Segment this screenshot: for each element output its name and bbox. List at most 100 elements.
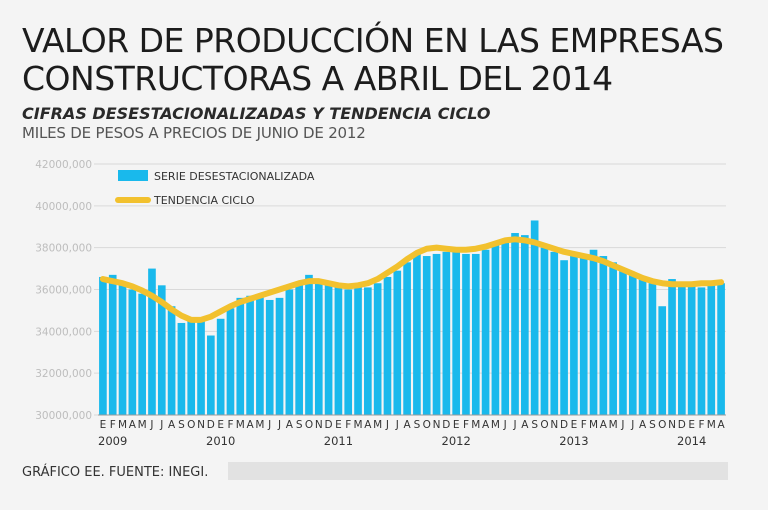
year-label: 2013 [559,434,588,448]
month-label: F [463,419,469,431]
month-label: J [159,419,163,431]
bar [530,220,539,415]
bar [589,249,598,415]
bar [491,243,500,415]
y-tick-label: 30000,000 [35,410,92,422]
month-label: O [187,419,195,431]
month-label: N [197,419,205,431]
month-label: J [620,419,624,431]
bar [609,262,617,415]
month-label: D [560,419,568,431]
legend: SERIE DESESTACIONALIZADA TENDENCIA CICLO [115,170,315,207]
legend-label-bars: SERIE DESESTACIONALIZADA [154,170,315,183]
month-label: N [550,419,558,431]
month-label: F [345,419,351,431]
bar [511,233,519,415]
month-label: E [335,419,342,431]
month-label: F [581,419,587,431]
y-tick-label: 36000,000 [35,285,92,297]
month-label: F [698,419,704,431]
month-label: M [707,419,716,431]
month-label: A [482,419,490,431]
bar [236,297,245,415]
bar [501,239,510,415]
bar [314,281,323,415]
month-label: F [227,419,233,431]
bar [128,289,137,415]
bar [167,306,176,415]
bar [570,256,578,415]
month-label: M [236,419,245,431]
bar [403,262,411,415]
bar [442,251,451,415]
month-label: M [491,419,500,431]
month-label: M [471,419,480,431]
bar [354,287,362,415]
chart-units: MILES DE PESOS A PRECIOS DE JUNIO DE 201… [22,124,366,142]
year-label: 2010 [206,434,235,448]
bar [275,297,284,415]
month-label: J [630,419,634,431]
month-label: M [118,419,127,431]
bar [707,285,716,415]
month-label: J [395,419,399,431]
bar [471,253,480,415]
y-tick-label: 34000,000 [35,326,92,338]
month-label: O [423,419,431,431]
month-label: E [453,419,460,431]
month-label: E [217,419,224,431]
month-label: O [540,419,548,431]
bar [462,253,470,415]
bar [579,253,588,415]
bar [177,322,186,415]
month-label: D [207,419,215,431]
month-label: O [658,419,666,431]
month-label: J [512,419,516,431]
bar [521,235,529,415]
month-label: M [589,419,598,431]
bar [344,289,353,415]
year-label: 2012 [442,434,471,448]
month-label: J [503,419,507,431]
bar [599,256,608,415]
bar [383,276,392,415]
bar-line-chart: 30000,000 32000,000 34000,000 36000,000 3800… [35,159,726,448]
month-label: J [277,419,281,431]
month-label: S [178,419,185,431]
bar [226,308,235,415]
bar [246,295,254,415]
month-label: S [531,419,538,431]
month-label: E [571,419,578,431]
month-label: A [129,419,137,431]
month-label: A [600,419,608,431]
bar [393,270,402,415]
bars-series [99,220,725,415]
year-label: 2014 [677,434,706,448]
month-label: J [149,419,153,431]
bar [148,268,156,415]
bar [481,249,490,415]
month-label: J [267,419,271,431]
month-label: A [521,419,529,431]
trend-series [99,236,725,323]
bar [432,253,441,415]
bar [373,283,382,415]
bar [619,268,627,415]
month-label: S [296,419,303,431]
y-tick-label: 38000,000 [35,243,92,255]
bar [452,251,460,415]
bar [628,274,637,415]
month-label: M [354,419,363,431]
bar [364,287,372,415]
bar [305,274,313,415]
month-label: N [433,419,441,431]
month-label: N [668,419,676,431]
chart-title: VALOR DE PRODUCCIÓN EN LAS EMPRESAS CONS… [22,21,724,98]
bar [717,283,725,415]
bar [285,289,294,415]
month-label: E [100,419,107,431]
y-tick-label: 32000,000 [35,368,92,380]
month-label: A [286,419,294,431]
bar [108,274,117,415]
